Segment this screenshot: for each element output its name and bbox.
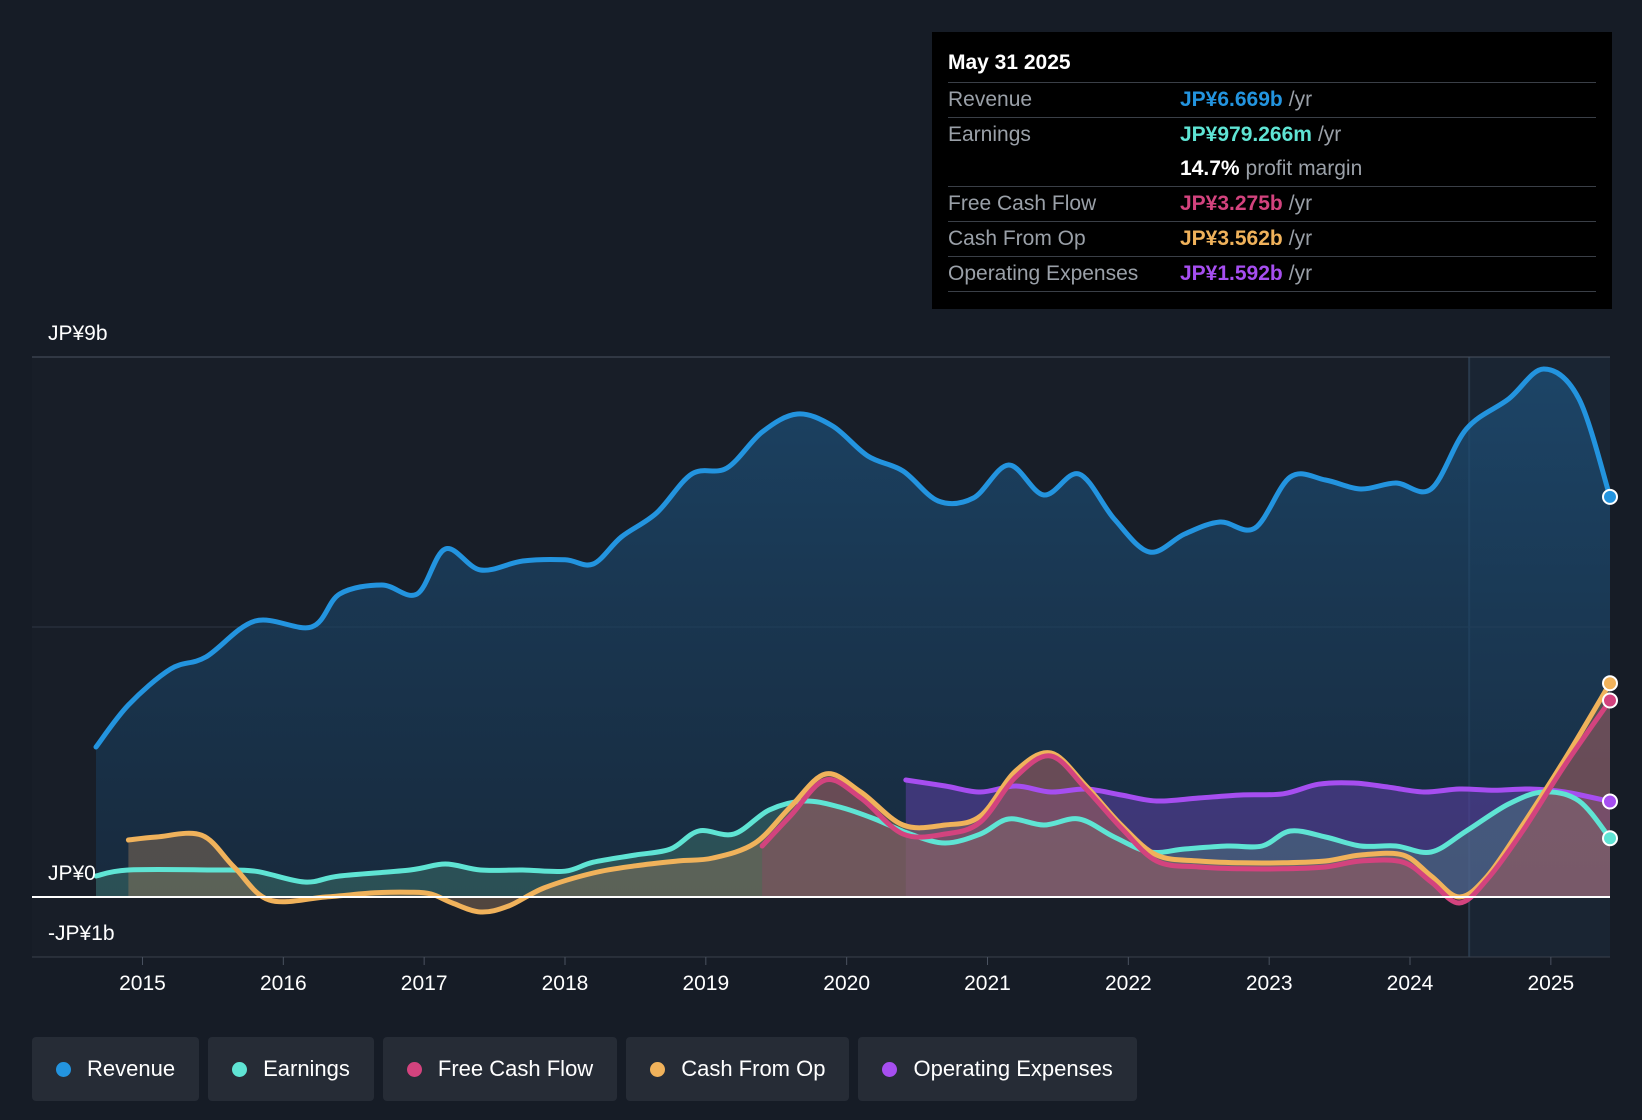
tooltip-profit-margin-label: profit margin xyxy=(1245,157,1363,180)
tooltip-label: Cash From Op xyxy=(948,227,1086,250)
series-lines xyxy=(93,366,1613,915)
tooltip-panel: May 31 2025 Revenue JP¥6.669b /yr Earnin… xyxy=(932,32,1612,309)
tooltip-unit: /yr xyxy=(1288,88,1313,111)
tooltip-profit-margin: 14.7% xyxy=(1180,157,1240,180)
cash-from-op-line xyxy=(125,680,1613,915)
tooltip-value-cfo: JP¥3.562b xyxy=(1180,227,1283,250)
tooltip-row-opex: Operating Expenses JP¥1.592b /yr xyxy=(948,256,1596,292)
revenue-line xyxy=(93,366,1613,750)
cash-from-op-end-point xyxy=(1602,675,1618,692)
x-tick-label: 2020 xyxy=(823,972,870,995)
legend-item-earnings[interactable]: Earnings xyxy=(208,1037,374,1101)
x-tick-label: 2016 xyxy=(260,972,307,995)
y-tick-label-zero: JP¥0 xyxy=(48,862,96,885)
legend-label: Revenue xyxy=(87,1056,176,1081)
earnings-dot-icon xyxy=(232,1061,248,1077)
free-cash-flow-dot-icon xyxy=(406,1061,422,1077)
x-tick-label: 2019 xyxy=(682,972,729,995)
tooltip-unit: /yr xyxy=(1288,262,1313,285)
tooltip-unit: /yr xyxy=(1288,227,1313,250)
tooltip-unit: /yr xyxy=(1317,123,1342,146)
legend-label: Earnings xyxy=(263,1056,350,1081)
earnings-end-point xyxy=(1602,830,1618,847)
tooltip-row-margin: 14.7% profit margin xyxy=(948,152,1596,186)
tooltip-value-fcf: JP¥3.275b xyxy=(1180,192,1283,215)
x-tick-label: 2018 xyxy=(542,972,589,995)
legend-label: Operating Expenses xyxy=(913,1056,1113,1081)
x-tick-label: 2022 xyxy=(1105,972,1152,995)
legend-item-free-cash-flow[interactable]: Free Cash Flow xyxy=(382,1037,618,1101)
y-tick-label-top: JP¥9b xyxy=(48,322,108,345)
legend: Revenue Earnings Free Cash Flow Cash Fro… xyxy=(32,1037,1137,1101)
x-tick-label: 2015 xyxy=(119,972,166,995)
x-tick-label: 2023 xyxy=(1246,972,1293,995)
tooltip-unit: /yr xyxy=(1288,192,1313,215)
legend-item-revenue[interactable]: Revenue xyxy=(32,1037,200,1101)
operating-expenses-dot-icon xyxy=(882,1061,898,1077)
operating-expenses-area xyxy=(905,780,1610,897)
tooltip-label: Operating Expenses xyxy=(948,262,1139,285)
x-tick-label: 2017 xyxy=(401,972,448,995)
free-cash-flow-line xyxy=(759,698,1613,906)
cash-from-op-dot-icon xyxy=(650,1061,666,1077)
revenue-end-point xyxy=(1602,488,1618,505)
end-markers xyxy=(1602,488,1618,847)
tooltip-row-cfo: Cash From Op JP¥3.562b /yr xyxy=(948,221,1596,256)
legend-item-cash-from-op[interactable]: Cash From Op xyxy=(626,1037,850,1101)
tooltip-row-revenue: Revenue JP¥6.669b /yr xyxy=(948,82,1596,117)
tooltip-value-revenue: JP¥6.669b xyxy=(1180,88,1283,111)
revenue-dot-icon xyxy=(56,1061,71,1077)
tooltip-value-earnings: JP¥979.266m xyxy=(1180,123,1312,146)
tooltip-label: Free Cash Flow xyxy=(948,192,1097,215)
tooltip-label: Earnings xyxy=(948,123,1031,146)
x-tick-label: 2025 xyxy=(1527,972,1574,995)
tooltip-value-opex: JP¥1.592b xyxy=(1180,262,1283,285)
x-tick-label: 2021 xyxy=(964,972,1011,995)
tooltip-row-fcf: Free Cash Flow JP¥3.275b /yr xyxy=(948,186,1596,221)
revenue-area xyxy=(96,369,1610,897)
free-cash-flow-area xyxy=(762,700,1610,904)
cash-from-op-area xyxy=(128,683,1610,913)
free-cash-flow-end-point xyxy=(1602,692,1618,709)
x-tick-label: 2024 xyxy=(1387,972,1434,995)
tooltip-date: May 31 2025 xyxy=(948,51,1071,74)
tooltip-row-earnings: Earnings JP¥979.266m /yr xyxy=(948,117,1596,152)
y-tick-label-negative: -JP¥1b xyxy=(48,922,115,945)
operating-expenses-line xyxy=(903,777,1613,804)
tooltip-label: Revenue xyxy=(948,88,1033,111)
operating-expenses-end-point xyxy=(1602,793,1618,810)
legend-item-operating-expenses[interactable]: Operating Expenses xyxy=(858,1037,1137,1101)
legend-label: Cash From Op xyxy=(681,1056,826,1081)
x-axis: 2015 2016 2017 2018 2019 2020 2021 2022 2023 2024… xyxy=(119,957,1574,995)
legend-label: Free Cash Flow xyxy=(437,1056,594,1081)
